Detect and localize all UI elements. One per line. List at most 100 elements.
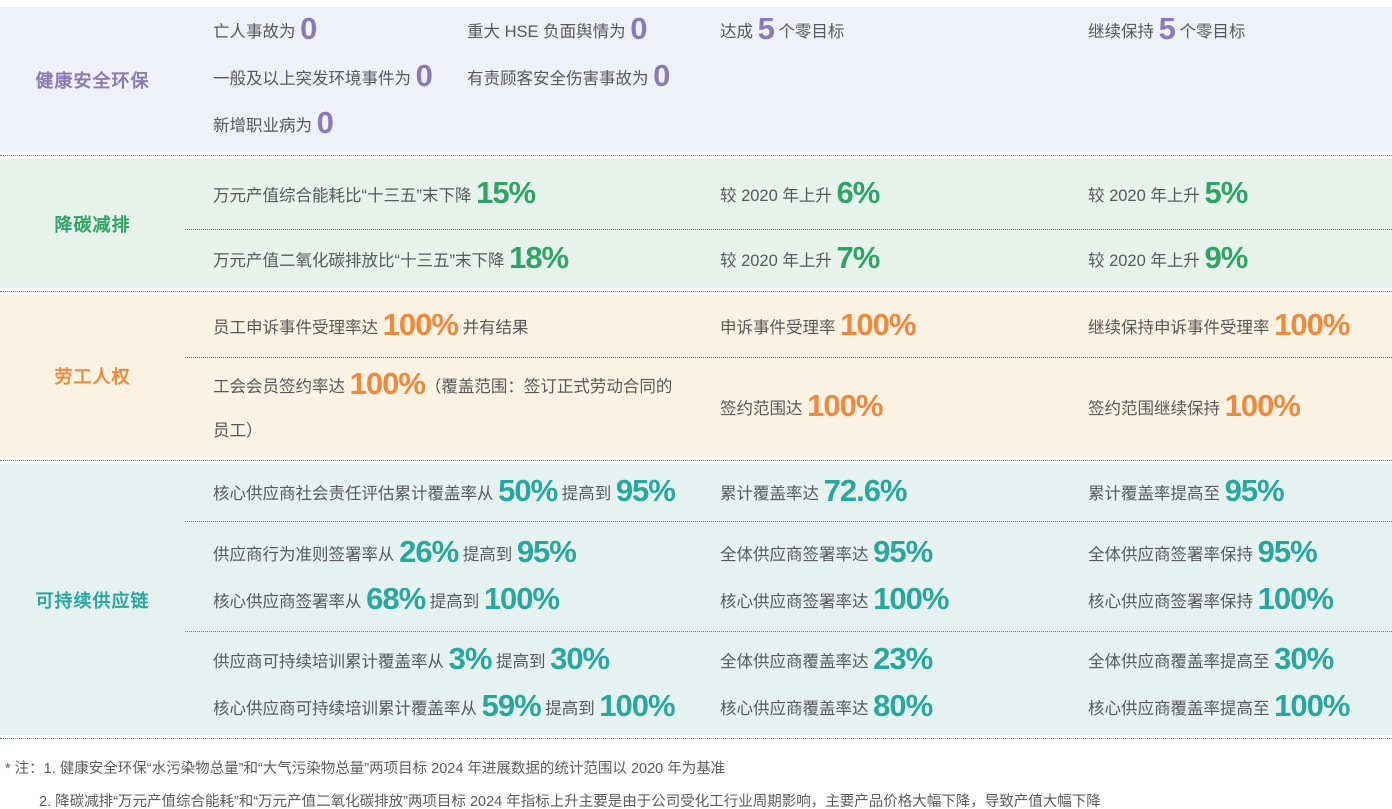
text-segment: 核心供应商可持续培训累计覆盖率从 xyxy=(213,699,482,718)
metric-number: 30% xyxy=(550,640,610,676)
text-segment: 签约范围继续保持 xyxy=(1088,400,1225,418)
target-cell: 较 2020 年上升 9% xyxy=(1060,232,1392,287)
metric-number: 100% xyxy=(840,306,916,342)
text-line: 签约范围达 100% xyxy=(720,384,1054,431)
report-table: 健康安全环保 亡人事故为 0 一般及以上突发环境事件为 0 新增职业病为 0 重大 HS… xyxy=(0,7,1392,742)
text-line: 较 2020 年上升 9% xyxy=(1088,236,1386,283)
text-line: 新增职业病为 0 xyxy=(213,101,467,148)
metric-number: 6% xyxy=(836,174,880,210)
text-segment: 较 2020 年上升 xyxy=(720,251,837,270)
dotted-line xyxy=(0,460,1392,461)
target-cell: 累计覆盖率提高至 95% xyxy=(1060,465,1392,520)
text-segment: 提高到 xyxy=(458,545,517,564)
text-segment: 员工） xyxy=(213,422,263,440)
goal-cell: 万元产值综合能耗比“十三五”末下降 15% xyxy=(185,167,692,222)
progress-cell: 申诉事件受理率 100% xyxy=(692,299,1060,354)
text-segment: 新增职业病为 xyxy=(213,117,317,135)
text-segment: 签约范围达 xyxy=(720,400,808,418)
goal-cell: 供应商行为准则签署率从 26% 提高到 95% 核心供应商签署率从 68% 提高到… xyxy=(185,526,692,628)
text-segment: 继续保持 xyxy=(1088,23,1159,41)
text-line: 较 2020 年上升 6% xyxy=(720,171,1054,218)
text-segment: 核心供应商签署率从 xyxy=(213,592,367,611)
progress-cell: 签约范围达 100% xyxy=(692,380,1060,435)
text-segment: 提高到 xyxy=(557,485,616,503)
text-line: 累计覆盖率提高至 95% xyxy=(1088,469,1386,516)
text-segment: 提高到 xyxy=(425,592,484,611)
goal-cell: 亡人事故为 0 一般及以上突发环境事件为 0 新增职业病为 0 重大 HSE 负面舆情… xyxy=(185,7,692,148)
section-rows: 员工申诉事件受理率达 100% 并有结果 申诉事件受理率 100% 继续保持申诉事件… xyxy=(185,295,1392,457)
section-divider xyxy=(0,152,1392,159)
target-cell: 全体供应商签署率保持 95% 核心供应商签署率保持 100% xyxy=(1060,526,1392,628)
text-line: 亡人事故为 0 xyxy=(213,7,467,54)
goal-cell: 万元产值二氧化碳排放比“十三五”末下降 18% xyxy=(185,232,692,287)
section-divider xyxy=(0,457,1392,464)
metric-number: 5% xyxy=(1204,174,1248,210)
dotted-line xyxy=(0,155,1392,156)
text-line: 核心供应商签署率达 100% xyxy=(720,577,1054,624)
section-rows: 核心供应商社会责任评估累计覆盖率从 50% 提高到 95% 累计覆盖率达 72.6… xyxy=(185,464,1392,735)
metric-number: 100% xyxy=(1224,388,1301,423)
text-segment: 提高到 xyxy=(491,652,551,671)
section-label: 降碳减排 xyxy=(54,214,131,235)
text-segment: 个零目标 xyxy=(1174,23,1246,41)
text-segment: 核心供应商签署率保持 xyxy=(1088,592,1258,611)
section-labor: 劳工人权 员工申诉事件受理率达 100% 并有结果 申诉事件受理率 100% 继续保持… xyxy=(0,295,1392,457)
footnote-line: 2. 降碳减排“万元产值综合能耗”和“万元产值二氧化碳排放”两项目标 2024 … xyxy=(39,794,1101,809)
text-segment: 申诉事件受理率 xyxy=(720,318,841,337)
text-line: 继续保持申诉事件受理率 100% xyxy=(1088,303,1386,350)
text-line: 全体供应商签署率达 95% xyxy=(720,530,1054,577)
text-line: 万元产值综合能耗比“十三五”末下降 15% xyxy=(213,171,686,218)
section-carbon: 降碳减排 万元产值综合能耗比“十三五”末下降 15% 较 2020 年上升 6% 较 … xyxy=(0,159,1392,288)
metric-number: 0 xyxy=(316,105,334,140)
text-segment: 亡人事故为 xyxy=(213,23,301,41)
target-cell: 签约范围继续保持 100% xyxy=(1060,380,1392,435)
metric-number: 100% xyxy=(349,366,426,401)
text-line: 较 2020 年上升 5% xyxy=(1088,171,1386,218)
metric-number: 72.6% xyxy=(823,473,908,508)
goal-subcolumn: 亡人事故为 0 一般及以上突发环境事件为 0 新增职业病为 0 xyxy=(213,7,467,148)
table-row: 供应商行为准则签署率从 26% 提高到 95% 核心供应商签署率从 68% 提高到… xyxy=(185,521,1392,631)
metric-number: 95% xyxy=(615,473,676,508)
text-segment: 供应商可持续培训累计覆盖率从 xyxy=(213,652,449,671)
text-segment: 核心供应商覆盖率提高至 xyxy=(1088,699,1275,718)
dotted-line xyxy=(0,738,1392,739)
text-segment: 较 2020 年上升 xyxy=(720,186,837,205)
text-segment: 较 2020 年上升 xyxy=(1088,186,1205,205)
goal-cell: 员工申诉事件受理率达 100% 并有结果 xyxy=(185,299,692,354)
table-row: 亡人事故为 0 一般及以上突发环境事件为 0 新增职业病为 0 重大 HSE 负面舆情… xyxy=(185,7,1392,152)
table-row: 万元产值二氧化碳排放比“十三五”末下降 18% 较 2020 年上升 7% 较 20… xyxy=(185,229,1392,288)
metric-number: 95% xyxy=(1224,473,1285,508)
goal-subcolumn: 重大 HSE 负面舆情为 0 有责顾客安全伤害事故为 0 xyxy=(467,7,686,148)
metric-number: 100% xyxy=(382,306,459,342)
text-segment: 重大 HSE 负面舆情为 xyxy=(467,23,631,41)
table-row: 供应商可持续培训累计覆盖率从 3% 提高到 30% 核心供应商可持续培训累计覆盖率… xyxy=(185,631,1392,735)
text-line: 供应商可持续培训累计覆盖率从 3% 提高到 30% xyxy=(213,637,686,684)
text-line: 累计覆盖率达 72.6% xyxy=(720,469,1054,516)
progress-cell: 全体供应商覆盖率达 23% 核心供应商覆盖率达 80% xyxy=(692,633,1060,735)
metric-number: 100% xyxy=(599,687,675,723)
text-line: 重大 HSE 负面舆情为 0 xyxy=(467,7,686,54)
section-hse: 健康安全环保 亡人事故为 0 一般及以上突发环境事件为 0 新增职业病为 0 重大 HS… xyxy=(0,7,1392,152)
text-segment: 核心供应商社会责任评估累计覆盖率从 xyxy=(213,485,499,503)
text-segment: 一般及以上突发环境事件为 xyxy=(213,70,416,88)
metric-number: 7% xyxy=(836,239,880,275)
text-line: 一般及以上突发环境事件为 0 xyxy=(213,54,467,101)
metric-number: 0 xyxy=(630,11,647,46)
metric-number: 23% xyxy=(873,640,933,676)
table-row: 员工申诉事件受理率达 100% 并有结果 申诉事件受理率 100% 继续保持申诉事件… xyxy=(185,295,1392,357)
metric-number: 5 xyxy=(1158,11,1176,46)
metric-number: 9% xyxy=(1204,239,1248,275)
text-segment: 并有结果 xyxy=(457,318,529,337)
progress-cell: 较 2020 年上升 7% xyxy=(692,232,1060,287)
metric-number: 3% xyxy=(448,640,493,676)
goal-cell: 工会会员签约率达 100%（覆盖范围：签订正式劳动合同的 员工） xyxy=(185,358,692,457)
section-rows: 万元产值综合能耗比“十三五”末下降 15% 较 2020 年上升 6% 较 2020… xyxy=(185,159,1392,288)
metric-number: 0 xyxy=(300,11,317,46)
metric-number: 50% xyxy=(498,473,558,508)
footnotes: * 注：1. 健康安全环保“水污染物总量”和“大气污染物总量”两项目标 2024… xyxy=(0,742,1392,809)
text-segment: 全体供应商签署率保持 xyxy=(1088,545,1258,564)
table-row: 核心供应商社会责任评估累计覆盖率从 50% 提高到 95% 累计覆盖率达 72.6… xyxy=(185,464,1392,521)
metric-number: 0 xyxy=(653,58,670,93)
section-supply: 可持续供应链 核心供应商社会责任评估累计覆盖率从 50% 提高到 95% 累计覆盖率… xyxy=(0,464,1392,735)
